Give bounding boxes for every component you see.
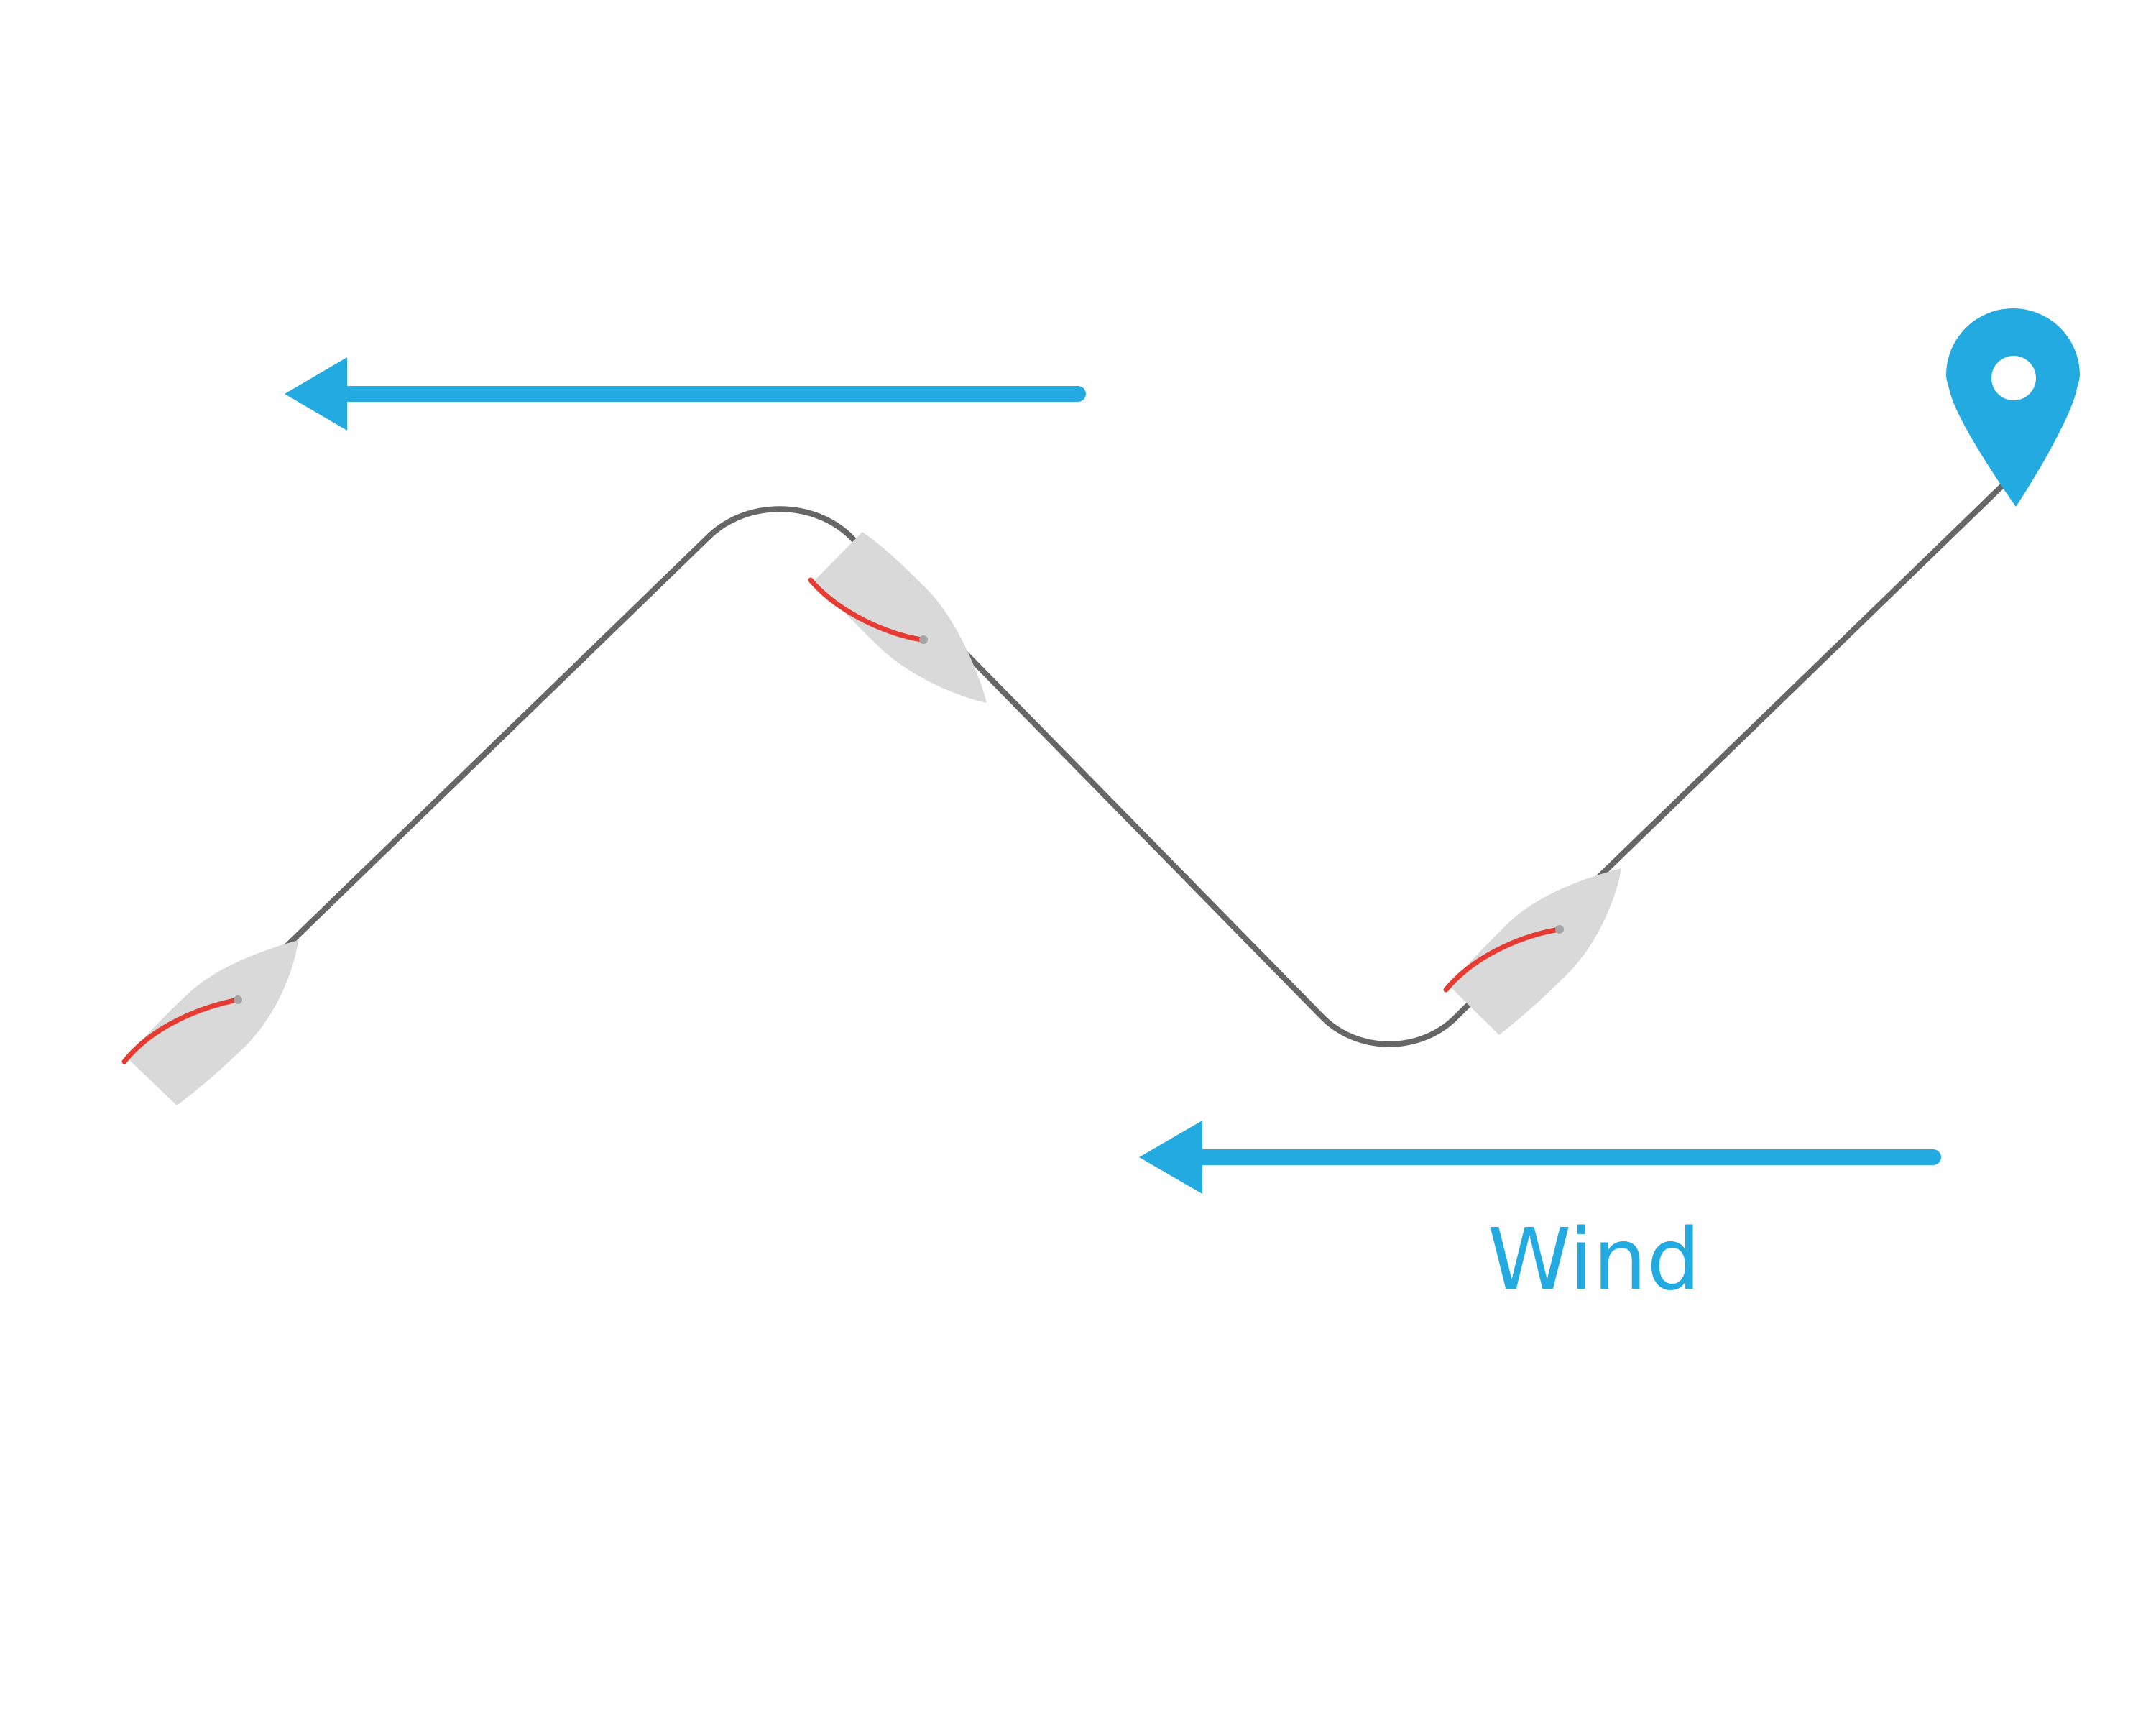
sailboat-icon xyxy=(1443,868,1621,1035)
arrow-left-icon xyxy=(285,357,347,431)
arrow-left-icon xyxy=(1139,1121,1202,1194)
map-pin-icon xyxy=(1946,308,2080,507)
boat-hull xyxy=(1448,868,1621,1035)
boat-mast xyxy=(234,995,242,1004)
sailboat-icon xyxy=(121,940,298,1105)
sailboat-icon xyxy=(808,532,987,703)
wind-label: Wind xyxy=(1488,1210,1701,1309)
boat-mast xyxy=(1555,925,1564,934)
boat-hull xyxy=(126,940,298,1105)
wind-arrow-upper xyxy=(285,357,1086,431)
boat-sail xyxy=(1443,926,1562,993)
course-line xyxy=(281,461,2028,1047)
boat-sail xyxy=(808,577,925,643)
wind-arrow-lower xyxy=(1139,1121,1941,1194)
boat-mast xyxy=(919,635,928,644)
boat-sail xyxy=(121,997,241,1064)
boat-hull xyxy=(814,532,987,703)
map-pin-hole xyxy=(1991,356,2036,400)
map-pin-body xyxy=(1946,308,2080,507)
